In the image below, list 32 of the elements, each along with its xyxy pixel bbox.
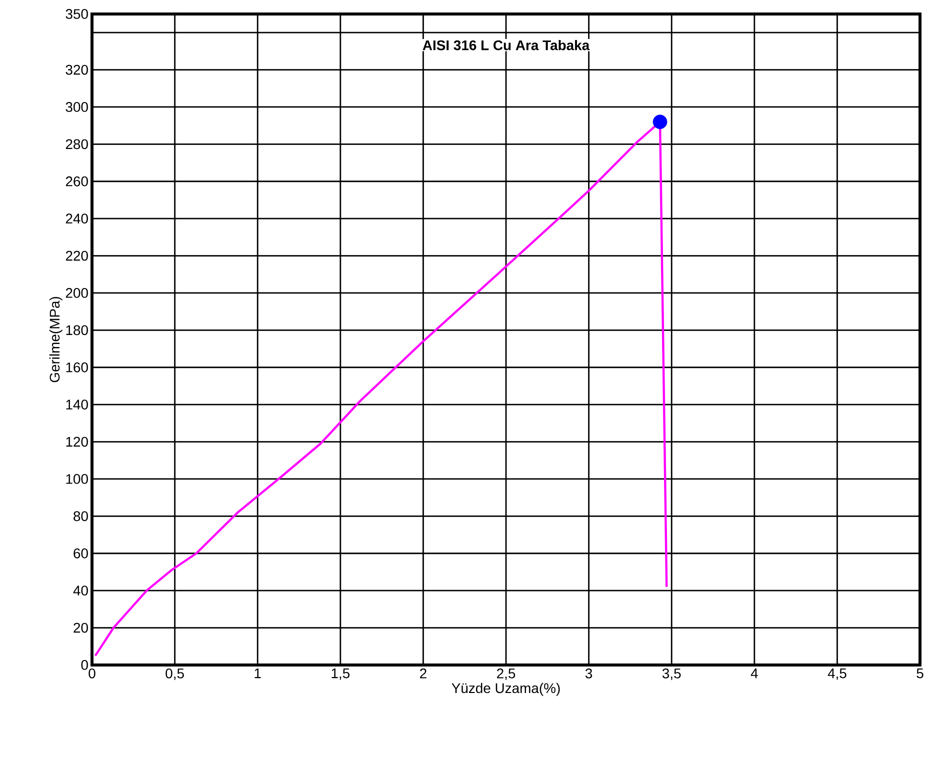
y-tick-label: 350 xyxy=(66,9,88,19)
x-tick-label: 4 xyxy=(750,668,758,678)
x-tick-label: 1,5 xyxy=(332,668,350,680)
y-tick-label: 140 xyxy=(66,400,88,410)
y-tick-label: 180 xyxy=(66,325,88,336)
y-tick-label: 60 xyxy=(74,548,88,558)
x-tick-label: 4,5 xyxy=(828,668,846,680)
x-tick-label: 1 xyxy=(254,668,261,678)
x-tick-label: 0 xyxy=(88,668,96,678)
y-tick-label: 100 xyxy=(66,474,88,484)
x-tick-label: 2 xyxy=(420,668,426,678)
x-tick-label: 3,5 xyxy=(662,668,681,680)
x-tick-label: 0,5 xyxy=(166,668,184,680)
y-tick-label: 40 xyxy=(73,586,88,596)
y-tick-label: 80 xyxy=(74,511,88,522)
y-tick-label: 320 xyxy=(66,64,88,75)
x-tick-label: 5 xyxy=(916,668,924,678)
text: AISI 316 L Cu Ara Tabaka xyxy=(422,40,590,50)
y-tick-label: 20 xyxy=(74,622,88,633)
y-tick-label: 200 xyxy=(66,288,88,298)
y-tick-label: 280 xyxy=(66,139,88,150)
x-tick-label: 2,5 xyxy=(497,668,516,680)
y-axis-title: Gerilme(MPa) xyxy=(49,296,62,382)
y-tick-label: 0 xyxy=(81,660,88,670)
y-tick-label: 240 xyxy=(66,214,88,224)
y-tick-label: 160 xyxy=(66,362,88,372)
y-tick-label: 300 xyxy=(66,102,88,112)
x-tick-label: 3 xyxy=(585,668,592,678)
y-tick-label: 260 xyxy=(66,176,88,186)
y-tick-label: 220 xyxy=(66,250,88,261)
y-tick-label: 120 xyxy=(66,436,88,447)
x-axis-title: Yüzde Uzama(%) xyxy=(452,682,560,696)
